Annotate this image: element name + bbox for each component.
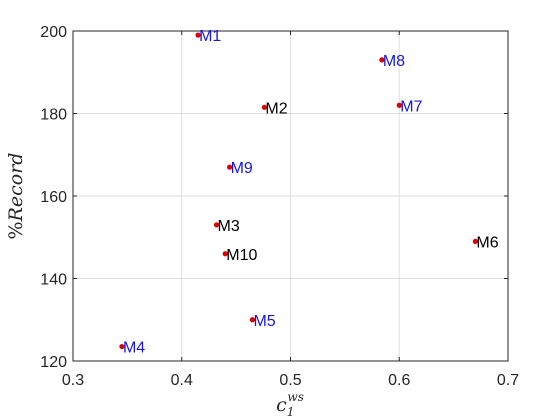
point-label-m9: M9 xyxy=(231,160,253,177)
tick-labels: 0.3 0.4 0.5 0.6 0.7 120 140 160 180 200 xyxy=(40,24,519,389)
y-tick-label: 140 xyxy=(40,272,67,289)
point-label-m2: M2 xyxy=(265,100,287,117)
x-tick-label: 0.4 xyxy=(171,372,193,389)
y-axis-label: %Record xyxy=(5,153,27,240)
data-point-m5 xyxy=(249,317,256,323)
point-label-m5: M5 xyxy=(253,313,275,330)
y-tick-label: 160 xyxy=(40,189,67,206)
y-tick-label: 200 xyxy=(40,24,67,41)
data-point-m8 xyxy=(379,57,385,63)
y-tick-label: 180 xyxy=(40,107,67,124)
point-label-m3: M3 xyxy=(218,218,240,235)
data-point-m3 xyxy=(213,222,220,228)
point-label-m7: M7 xyxy=(400,98,422,115)
x-tick-label: 0.5 xyxy=(279,372,301,389)
x-tick-label: 0.3 xyxy=(62,372,84,389)
data-point-m6 xyxy=(472,238,478,244)
data-point-m9 xyxy=(227,164,233,170)
data-point-m10 xyxy=(222,251,228,257)
data-point-m4 xyxy=(119,343,125,350)
point-label-m8: M8 xyxy=(383,53,405,70)
x-axis-label: c1ws xyxy=(276,390,304,419)
point-label-m1: M1 xyxy=(199,28,221,45)
plot-frame xyxy=(72,30,509,362)
point-label-m4: M4 xyxy=(123,340,145,357)
point-label-m10: M10 xyxy=(226,247,257,264)
axis-labels: c1ws %Record xyxy=(5,153,304,419)
data-point-m7 xyxy=(396,102,402,108)
data-point-m2 xyxy=(261,104,267,110)
data-point-m1 xyxy=(195,32,201,38)
x-tick-label: 0.6 xyxy=(388,372,410,389)
data-points: M1 M2 M3 M4 M5 M6 M7 M8 M9 M10 xyxy=(119,28,499,357)
point-label-m6: M6 xyxy=(476,234,498,251)
axes xyxy=(72,30,509,362)
x-tick-label: 0.7 xyxy=(497,372,519,389)
y-tick-label: 120 xyxy=(40,354,67,371)
